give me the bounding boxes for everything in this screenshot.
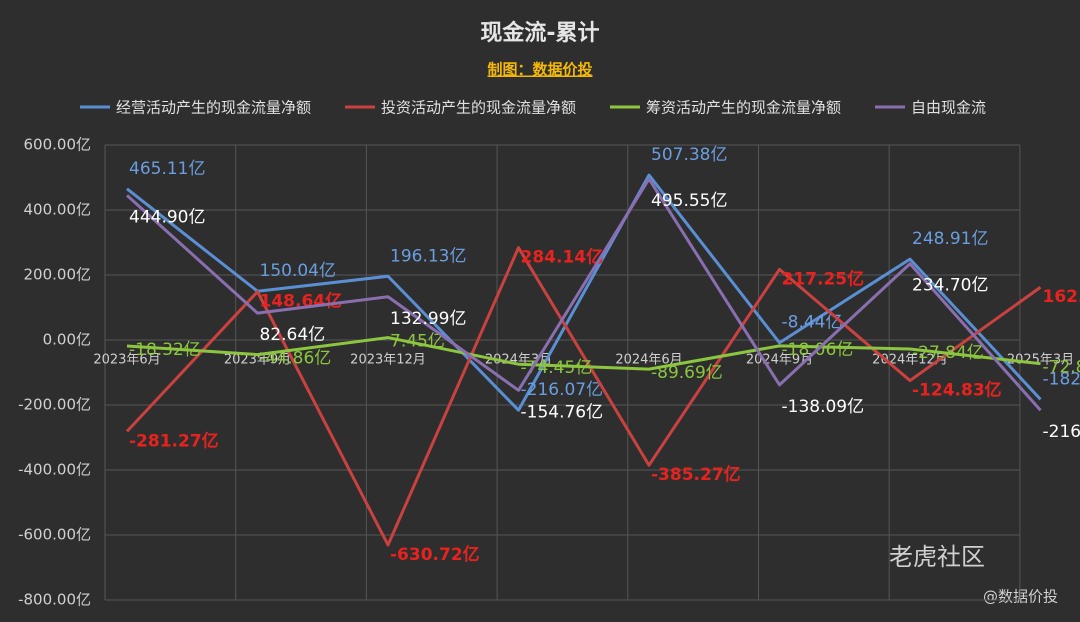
- data-label: 284.14亿: [521, 247, 604, 268]
- data-label: -182.62亿: [1043, 369, 1080, 389]
- data-label: 196.13亿: [390, 246, 466, 266]
- data-label: -124.83亿: [912, 380, 1002, 401]
- y-tick-label: -200.00亿: [18, 396, 91, 414]
- series-line: [125, 177, 1042, 412]
- y-tick-label: 200.00亿: [24, 266, 92, 284]
- legend-label: 自由现金流: [911, 99, 986, 117]
- data-label: 150.04亿: [260, 261, 336, 281]
- legend-label: 投资活动产生的现金流量净额: [381, 99, 576, 117]
- data-label: -44.86亿: [260, 349, 332, 369]
- series-line: [126, 173, 1042, 412]
- watermark: 老虎社区: [889, 543, 985, 571]
- data-label: -27.84亿: [912, 343, 984, 363]
- y-tick-label: 0.00亿: [43, 331, 91, 349]
- data-label: -385.27亿: [651, 464, 741, 485]
- legend-label: 筹资活动产生的现金流量净额: [646, 99, 841, 117]
- data-label: -18.32亿: [129, 340, 201, 360]
- data-label: -281.27亿: [129, 430, 219, 451]
- data-label: -74.45亿: [521, 358, 593, 378]
- data-label: -216.07亿: [521, 380, 604, 400]
- series-line: [125, 246, 1042, 547]
- data-label: -89.69亿: [651, 363, 723, 383]
- y-tick-label: 600.00亿: [24, 136, 92, 154]
- data-label: -72.88亿: [1043, 358, 1080, 378]
- data-label: 162.36亿: [1043, 286, 1080, 307]
- data-label: 217.25亿: [782, 268, 865, 289]
- data-label: 234.70亿: [912, 276, 988, 296]
- data-label: 495.55亿: [651, 191, 727, 211]
- chart-subtitle: 制图：数据价投: [487, 61, 592, 79]
- data-label: -138.09亿: [782, 397, 865, 417]
- data-label: 7.45亿: [390, 332, 445, 352]
- data-label: -8.44亿: [782, 313, 843, 333]
- data-label: 82.64亿: [260, 325, 326, 345]
- y-tick-label: -400.00亿: [18, 461, 91, 479]
- data-label: 465.11亿: [129, 159, 205, 179]
- data-label: -630.72亿: [390, 544, 480, 565]
- legend-label: 经营活动产生的现金流量净额: [116, 99, 311, 117]
- data-label: 507.38亿: [651, 145, 727, 165]
- data-label: -154.76亿: [521, 402, 604, 422]
- x-tick-label: 2023年9月: [224, 353, 291, 368]
- x-tick-label: 2023年12月: [350, 353, 426, 368]
- x-tick-label: 2025年3月: [1007, 353, 1074, 368]
- data-label: -216.03亿: [1043, 422, 1080, 442]
- y-tick-label: -600.00亿: [18, 526, 91, 544]
- y-tick-label: 400.00亿: [24, 201, 92, 219]
- data-label: 444.90亿: [129, 207, 205, 227]
- y-tick-label: -800.00亿: [18, 591, 91, 609]
- x-tick-label: 2024年6月: [615, 353, 682, 368]
- data-label: 132.99亿: [390, 309, 466, 329]
- data-label: 248.91亿: [912, 229, 988, 249]
- x-tick-label: 2023年6月: [93, 353, 160, 368]
- series-line: [126, 336, 1041, 371]
- chart-title: 现金流-累计: [480, 20, 599, 46]
- credit: @数据价投: [983, 588, 1058, 606]
